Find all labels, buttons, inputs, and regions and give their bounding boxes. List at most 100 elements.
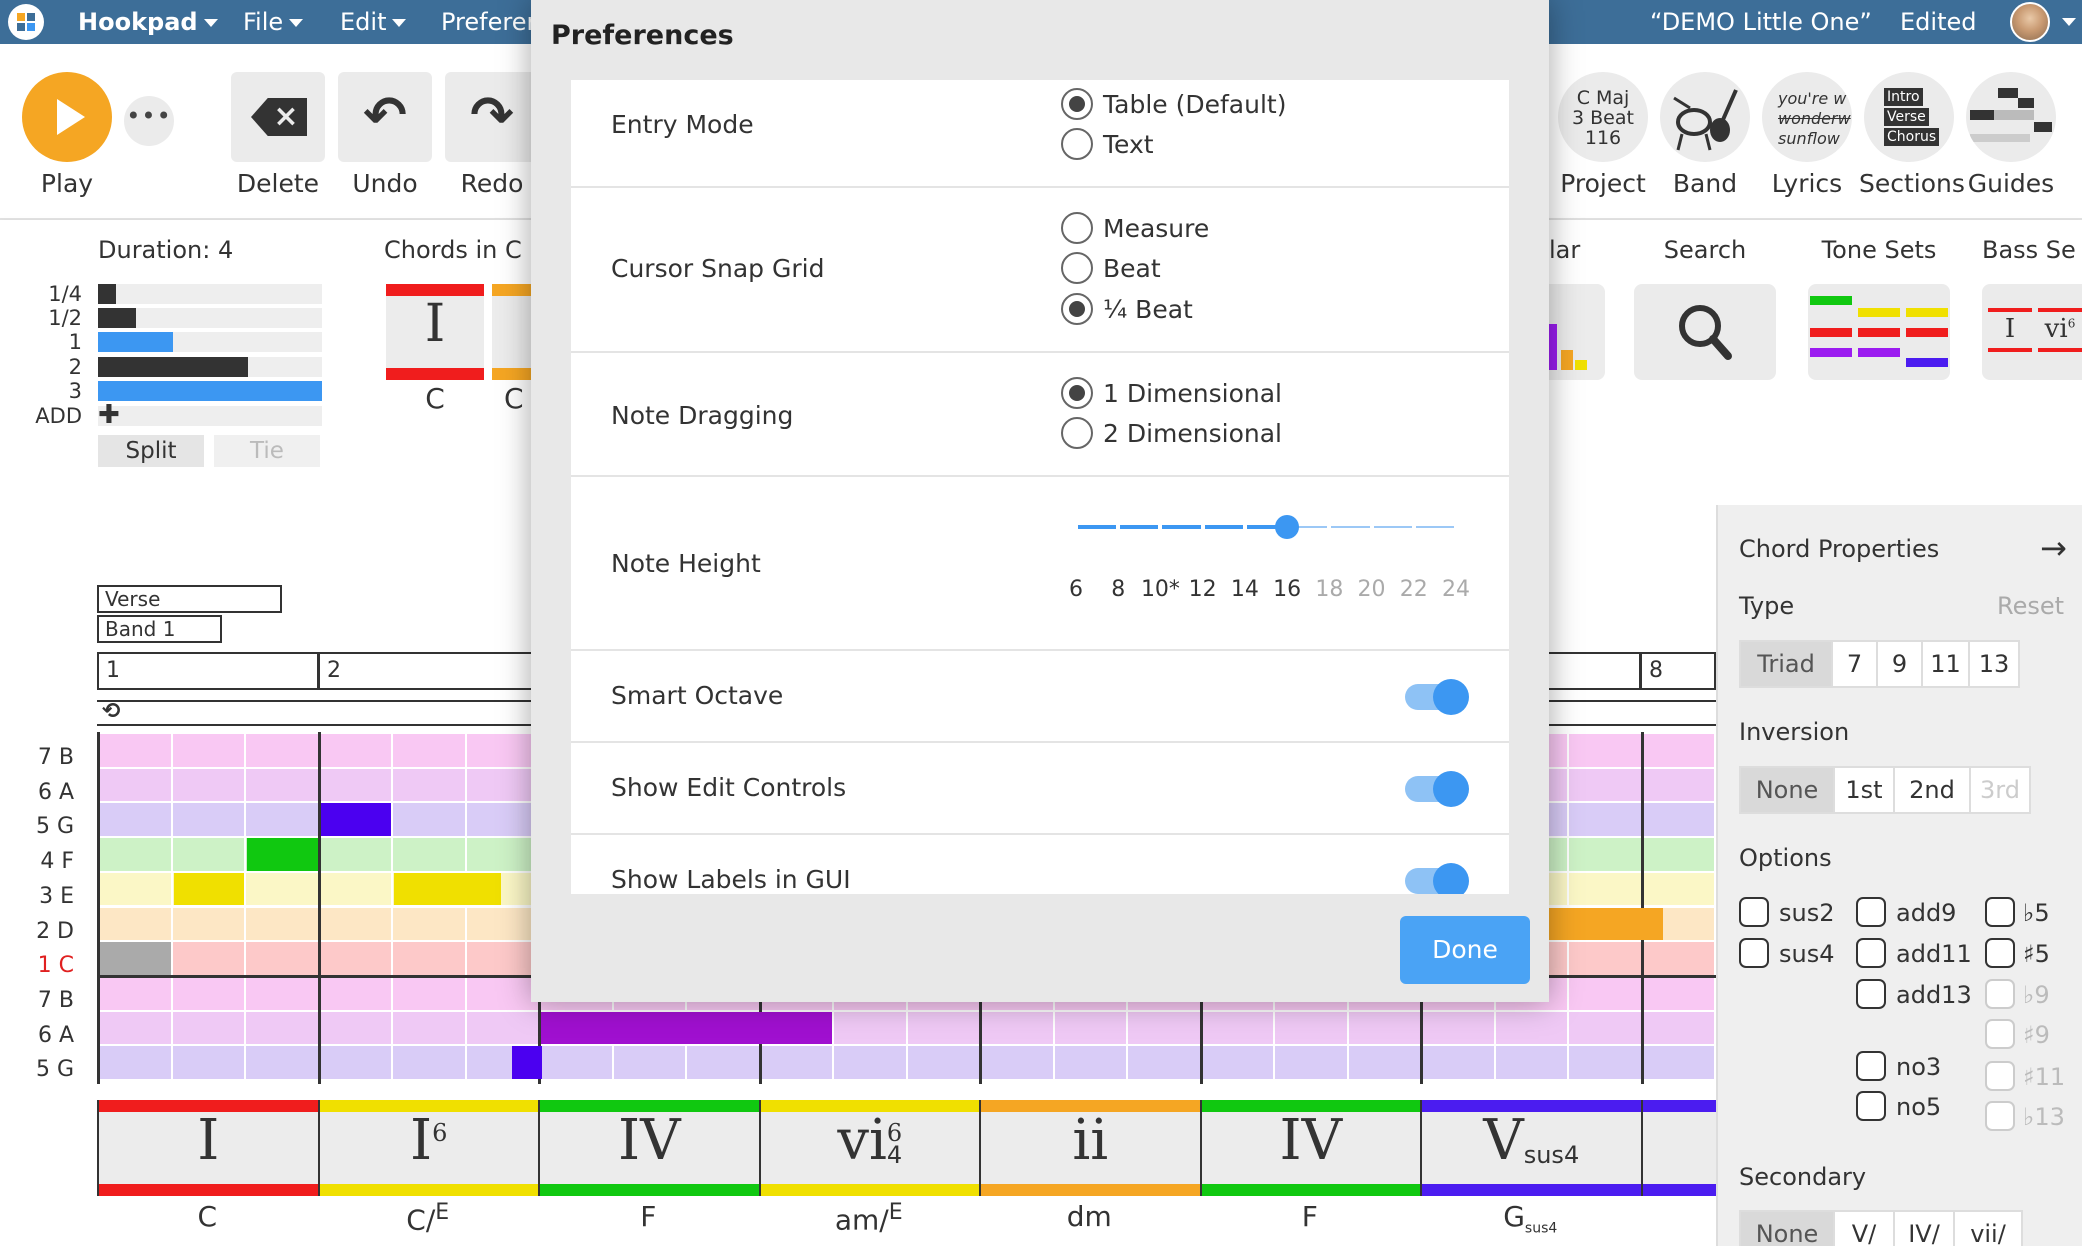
band-track-label[interactable]: Band 1 [97, 615, 222, 643]
inversion-1st[interactable]: 1st [1833, 766, 1895, 814]
secondary-none[interactable]: None [1739, 1210, 1835, 1246]
loop-icon[interactable]: ⟲ [102, 699, 121, 724]
chord-block[interactable] [1640, 1100, 1716, 1196]
chord-block[interactable]: vi 6 4 [758, 1100, 979, 1196]
chevron-down-icon[interactable] [2062, 18, 2076, 26]
slider-tick-label: 14 [1230, 577, 1259, 602]
edit-menu[interactable]: Edit [340, 0, 407, 44]
chord-block[interactable]: IV [1199, 1100, 1420, 1196]
option-flat5-checkbox[interactable] [1985, 897, 2015, 927]
snap-beat-radio[interactable] [1061, 252, 1093, 284]
pref-label: Show Labels in GUI [611, 865, 851, 894]
play-button[interactable] [22, 72, 112, 162]
next-arrow-icon[interactable]: → [2040, 529, 2067, 567]
entry-mode-table-radio[interactable] [1061, 88, 1093, 120]
type-13[interactable]: 13 [1968, 640, 2020, 688]
show-labels-toggle[interactable] [1405, 863, 1469, 894]
option-sharp5-checkbox[interactable] [1985, 938, 2015, 968]
split-button[interactable]: Split [98, 435, 204, 467]
grid-line [244, 732, 246, 1084]
chord-block[interactable]: I [97, 1100, 318, 1196]
option-sus2-checkbox[interactable] [1739, 897, 1769, 927]
secondary-iv[interactable]: IV/ [1893, 1210, 1955, 1246]
sections-button[interactable]: Intro Verse Chorus [1864, 72, 1954, 162]
app-menu[interactable]: Hookpad [78, 0, 218, 44]
more-button[interactable]: ••• [124, 96, 174, 146]
done-button[interactable]: Done [1400, 916, 1530, 984]
option-flat13-checkbox[interactable] [1985, 1101, 2015, 1131]
note-block[interactable] [394, 872, 502, 906]
user-avatar[interactable] [2010, 2, 2050, 42]
type-9[interactable]: 9 [1876, 640, 1923, 688]
note-height-slider[interactable] [1061, 507, 1471, 547]
bass-sets-button[interactable]: I vi6 [1982, 284, 2082, 380]
delete-button[interactable]: × [231, 72, 325, 162]
option-flat9-checkbox[interactable] [1985, 979, 2015, 1009]
entry-mode-text-radio[interactable] [1061, 128, 1093, 160]
note-block[interactable] [100, 942, 171, 975]
duration-bars[interactable] [98, 284, 322, 426]
option-no5-checkbox[interactable] [1856, 1091, 1886, 1121]
slider-tick-label: 10* [1140, 577, 1180, 602]
redo-button[interactable]: ↷ [445, 72, 539, 162]
preferences-list[interactable]: Entry Mode Table (Default) Text Cursor S… [571, 80, 1509, 894]
partial-widget[interactable] [1549, 284, 1605, 380]
snap-quarter-beat-radio[interactable] [1061, 293, 1093, 325]
option-sharp9-checkbox[interactable] [1985, 1019, 2015, 1049]
chord-name: C/E [406, 1200, 450, 1237]
tie-button[interactable]: Tie [214, 435, 320, 467]
inversion-none[interactable]: None [1739, 766, 1835, 814]
option-add13-checkbox[interactable] [1856, 979, 1886, 1009]
grid-line [391, 732, 393, 1084]
note-block[interactable] [511, 1046, 542, 1079]
palette-chord-i[interactable]: I [386, 284, 484, 380]
type-7[interactable]: 7 [1831, 640, 1878, 688]
note-block[interactable] [173, 872, 244, 906]
chord-block[interactable]: IV [538, 1100, 759, 1196]
reset-button[interactable]: Reset [1997, 592, 2065, 620]
hookpad-logo-icon[interactable] [8, 4, 44, 40]
section-label[interactable]: Verse [97, 585, 282, 613]
type-triad[interactable]: Triad [1739, 640, 1833, 688]
option-no3-checkbox[interactable] [1856, 1051, 1886, 1081]
note-block[interactable] [247, 838, 318, 871]
tone-sets-button[interactable] [1808, 284, 1950, 380]
inversion-2nd[interactable]: 2nd [1893, 766, 1971, 814]
project-button[interactable]: C Maj 3 Beat 116 [1558, 72, 1648, 162]
secondary-vii[interactable]: vii/ [1953, 1210, 2023, 1246]
file-menu[interactable]: File [243, 0, 304, 44]
search-button[interactable] [1634, 284, 1776, 380]
option-sharp11-checkbox[interactable] [1985, 1061, 2015, 1091]
undo-button[interactable]: ↶ [338, 72, 432, 162]
band-button[interactable] [1660, 72, 1750, 162]
note-block[interactable] [541, 1011, 832, 1045]
bass-numeral: vi6 [2044, 314, 2076, 344]
chord-block[interactable]: ii [979, 1100, 1200, 1196]
slider-knob[interactable] [1275, 515, 1300, 539]
palette-chord-ii[interactable] [492, 284, 531, 380]
secondary-v[interactable]: V/ [1833, 1210, 1895, 1246]
option-sus4-checkbox[interactable] [1739, 938, 1769, 968]
guides-button[interactable] [1966, 72, 2056, 162]
lyrics-button[interactable]: you're w wonderw sunflow [1762, 72, 1852, 162]
type-11[interactable]: 11 [1921, 640, 1970, 688]
chord-color-bar [99, 1100, 318, 1112]
smart-octave-toggle[interactable] [1405, 679, 1469, 715]
drag-1d-radio[interactable] [1061, 377, 1093, 409]
inversion-3rd[interactable]: 3rd [1969, 766, 2031, 814]
chord-color-bar [540, 1100, 759, 1112]
snap-measure-radio[interactable] [1061, 212, 1093, 244]
show-edit-controls-toggle[interactable] [1405, 771, 1469, 807]
document-title[interactable]: “DEMO Little One” [1650, 8, 1872, 36]
add-duration-icon[interactable]: ✚ [98, 400, 120, 430]
option-add11-checkbox[interactable] [1856, 938, 1886, 968]
note-block[interactable] [320, 803, 391, 837]
slider-track-segment [1162, 525, 1201, 529]
radio-label: Text [1103, 130, 1154, 159]
drag-2d-radio[interactable] [1061, 417, 1093, 449]
chords-in-key-title: Chords in C [384, 236, 522, 264]
option-add9-checkbox[interactable] [1856, 897, 1886, 927]
option-label: ♯9 [2023, 1021, 2050, 1049]
